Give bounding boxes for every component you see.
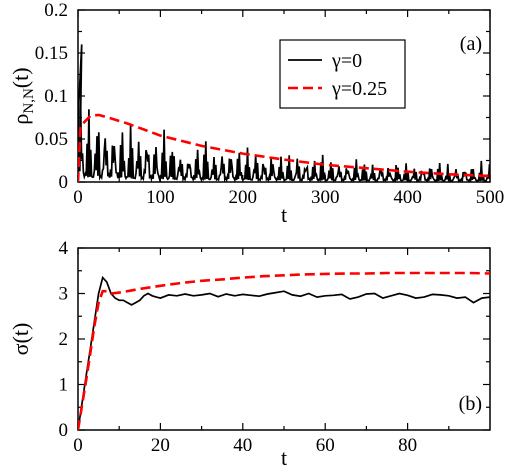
- y-tick-label: 0.05: [35, 129, 68, 150]
- panel-b: 0 20 40 60 80 0 1 2 3 4 t σ(t) (b): [8, 238, 491, 468]
- y-tick-label: 2: [59, 329, 69, 350]
- x-tick-label: 400: [393, 187, 422, 208]
- y-tick-label: 1: [59, 375, 69, 396]
- y-tick-label: 0: [59, 420, 69, 441]
- x-tick-label: 0: [73, 435, 83, 456]
- x-tick-label: 80: [398, 435, 417, 456]
- y-tick-label: 0: [59, 172, 69, 193]
- series-line-gamma-0.25: [78, 271, 490, 430]
- y-tick-label: 0.2: [44, 0, 68, 21]
- x-tick-label: 300: [311, 187, 340, 208]
- panel-a: 0 100 200 300 400 500 0 0.05 0.1 0.15 0.2 t ρN,N(t) (…: [8, 0, 504, 227]
- panel-label: (b): [459, 393, 482, 415]
- series-line-gamma-0: [78, 275, 490, 430]
- legend-entry: γ=0.25: [331, 78, 387, 100]
- y-tick-label: 3: [59, 284, 69, 305]
- y-axis-label: σ(t): [8, 323, 33, 356]
- x-tick-label: 200: [229, 187, 258, 208]
- y-tick-label: 0.1: [44, 86, 68, 107]
- legend-box: [279, 39, 406, 109]
- x-axis-label: t: [281, 202, 287, 227]
- series-line-gamma-0: [78, 44, 490, 182]
- x-tick-label: 60: [316, 435, 335, 456]
- y-tick-label: 4: [59, 238, 69, 259]
- series-line-gamma-0.25: [78, 113, 490, 182]
- y-tick-label: 0.15: [35, 43, 68, 64]
- y-axis-label: ρN,N(t): [8, 67, 37, 124]
- legend-entry: γ=0: [331, 50, 362, 72]
- x-axis-label: t: [281, 445, 287, 468]
- x-tick-label: 20: [151, 435, 170, 456]
- x-tick-label: 500: [476, 187, 505, 208]
- x-tick-label: 0: [73, 187, 83, 208]
- x-tick-label: 100: [146, 187, 175, 208]
- x-tick-label: 40: [233, 435, 252, 456]
- panel-label: (a): [460, 33, 482, 55]
